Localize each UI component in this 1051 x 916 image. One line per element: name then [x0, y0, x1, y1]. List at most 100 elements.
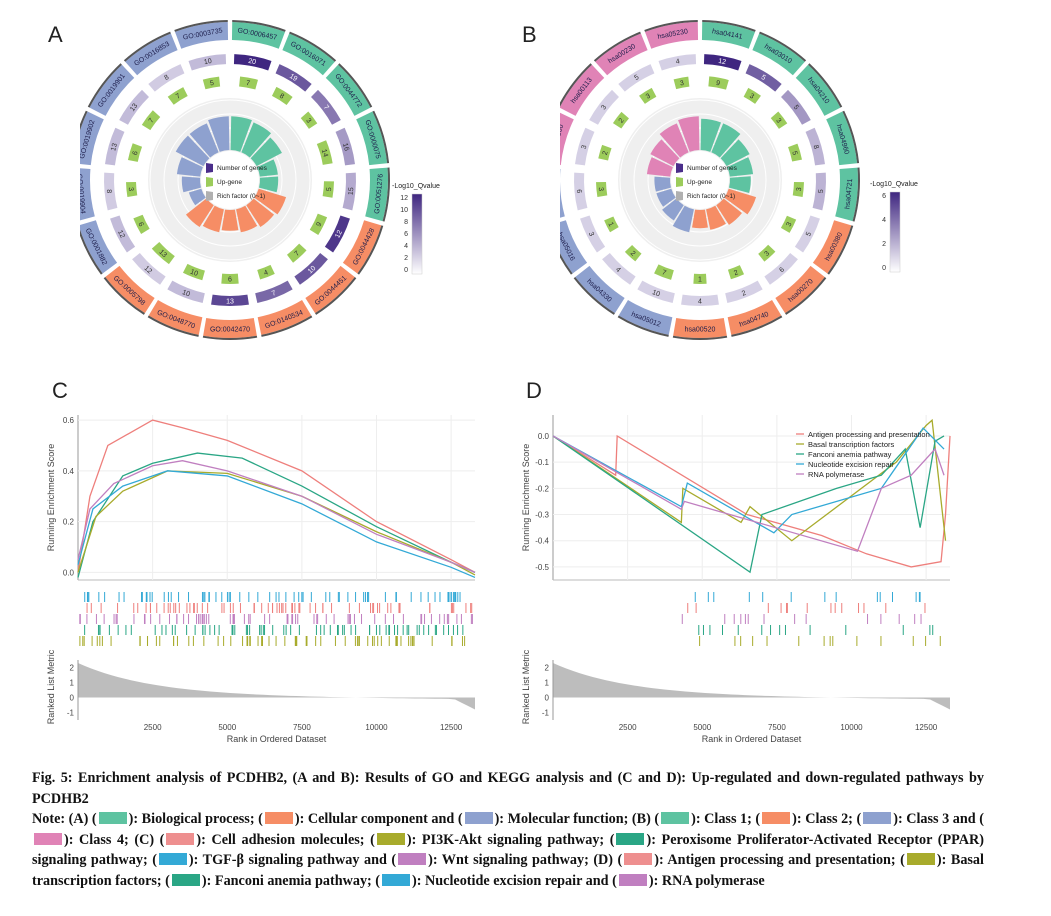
- gene-count-bar: [167, 280, 205, 303]
- rich-factor-bar: [257, 159, 278, 177]
- sector-band: [105, 265, 155, 314]
- legend-label: RNA polymerase: [808, 470, 864, 479]
- swatch-class2: [762, 812, 791, 824]
- rich-factor-bar: [646, 157, 673, 177]
- rich-factor-bar: [259, 176, 279, 193]
- gene-count-bar: [764, 253, 798, 285]
- sector-band: [560, 220, 588, 274]
- up-gene-bar: [792, 181, 804, 197]
- up-gene-label: 3: [786, 221, 794, 228]
- swatch-d-olive: [906, 853, 935, 865]
- gene-count-bar: [148, 64, 185, 92]
- up-gene-label: 3: [764, 250, 772, 258]
- legend-key: [676, 177, 683, 187]
- swatch-c-olive: [376, 832, 405, 845]
- metric-tick-label: 0: [545, 694, 550, 703]
- colorbar-tick: 2: [404, 255, 408, 262]
- gene-count-label: 6: [778, 266, 786, 274]
- gene-count-label: 8: [105, 189, 112, 194]
- colorbar-title: -Log10_Qvalue: [392, 183, 440, 190]
- x-tick-label: 7500: [768, 723, 786, 732]
- gene-count-bar: [188, 54, 227, 71]
- legend-label: Rich factor (0~1): [687, 193, 735, 200]
- x-tick-label: 10000: [840, 723, 863, 732]
- rich-factor-bar: [246, 198, 275, 228]
- up-gene-bar: [316, 140, 333, 165]
- sector-band: [560, 112, 574, 166]
- up-gene-label: 9: [715, 80, 720, 88]
- up-gene-bar: [127, 143, 143, 162]
- rich-factor-bar: [724, 188, 757, 215]
- panel-label-a: A: [48, 22, 63, 47]
- gene-count-label: 15: [348, 187, 356, 196]
- rich-gridline: [163, 113, 297, 247]
- qvalue-colorbar-b: -Log10_Qvalue 6 4 2 0: [870, 181, 918, 273]
- gene-count-bar: [725, 280, 763, 303]
- sector-axis: [80, 110, 88, 131]
- sector-band: [673, 317, 727, 338]
- sector-axis: [593, 31, 641, 62]
- rich-factor-bar: [188, 188, 206, 206]
- swatch-d-red: [624, 853, 653, 865]
- gene-count-label: 3: [587, 231, 595, 238]
- x-tick-label: 12500: [915, 723, 938, 732]
- sector-band: [148, 300, 203, 335]
- sector-id-label: GO:0019904: [80, 174, 86, 215]
- sector-band: [356, 111, 388, 166]
- es-curve-red: [552, 434, 951, 568]
- sector-axis: [289, 31, 337, 62]
- sector-band: [282, 33, 335, 76]
- up-gene-bar: [271, 86, 293, 105]
- up-gene-bar: [322, 181, 334, 198]
- colorbar-tick: 8: [404, 219, 408, 226]
- legend-key: [676, 191, 683, 201]
- legend-label: Number of genes: [217, 165, 268, 172]
- up-gene-label: 3: [748, 93, 755, 101]
- up-gene-label: 3: [127, 187, 134, 192]
- rich-factor-bar: [241, 122, 272, 158]
- up-gene-bar: [604, 216, 619, 233]
- up-gene-label: 5: [209, 80, 214, 88]
- gene-count-label: 8: [812, 144, 820, 150]
- sector-band: [644, 22, 699, 49]
- gene-count-label: 5: [760, 74, 767, 82]
- gene-count-label: 10: [651, 289, 661, 298]
- up-gene-label: 9: [316, 221, 324, 228]
- sector-axis: [808, 63, 843, 108]
- up-gene-label: 3: [645, 93, 652, 101]
- swatch-cc: [264, 812, 293, 824]
- y-tick-label: 0.0: [63, 568, 75, 577]
- gene-count-label: 2: [741, 290, 747, 298]
- gene-count-bar: [580, 215, 606, 253]
- up-gene-bar: [151, 241, 175, 265]
- up-gene-bar: [182, 263, 205, 281]
- up-gene-bar: [598, 144, 612, 161]
- up-gene-label: 2: [733, 269, 739, 277]
- sector-axis: [315, 276, 357, 315]
- rich-gridline: [149, 99, 311, 261]
- panel-label-d: D: [526, 378, 542, 403]
- sector-band: [560, 64, 605, 116]
- rich-factor-bar: [254, 188, 287, 215]
- gene-count-label: 5: [818, 189, 825, 194]
- es-curve-violet: [552, 435, 945, 552]
- sector-axis: [759, 31, 807, 62]
- es-curve-olive: [77, 470, 476, 576]
- colorbar-tick: 4: [882, 217, 886, 224]
- rich-gridline: [177, 127, 283, 233]
- sector-band: [342, 220, 382, 274]
- gene-count-bar: [681, 294, 719, 306]
- sector-band: [365, 167, 388, 222]
- rich-factor-bar: [181, 176, 201, 193]
- gene-count-bar: [805, 127, 825, 166]
- up-gene-bar: [257, 264, 275, 280]
- rich-factor-bar: [659, 123, 689, 158]
- up-gene-bar: [133, 214, 150, 234]
- sector-axis: [702, 20, 756, 32]
- y-tick-label: -0.2: [535, 484, 549, 493]
- sector-band: [305, 265, 355, 314]
- up-gene-label: 3: [679, 80, 684, 88]
- up-gene-label: 3: [796, 187, 803, 192]
- up-gene-bar: [202, 76, 221, 90]
